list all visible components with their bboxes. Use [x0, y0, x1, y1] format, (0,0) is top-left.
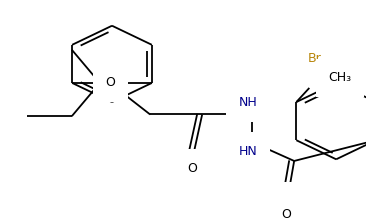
- Text: CH₃: CH₃: [328, 71, 351, 85]
- Text: NH: NH: [239, 96, 258, 109]
- Text: HN: HN: [239, 145, 258, 157]
- Text: O: O: [281, 208, 291, 219]
- Text: O: O: [105, 76, 115, 90]
- Text: Br: Br: [307, 52, 321, 65]
- Text: O: O: [187, 162, 197, 175]
